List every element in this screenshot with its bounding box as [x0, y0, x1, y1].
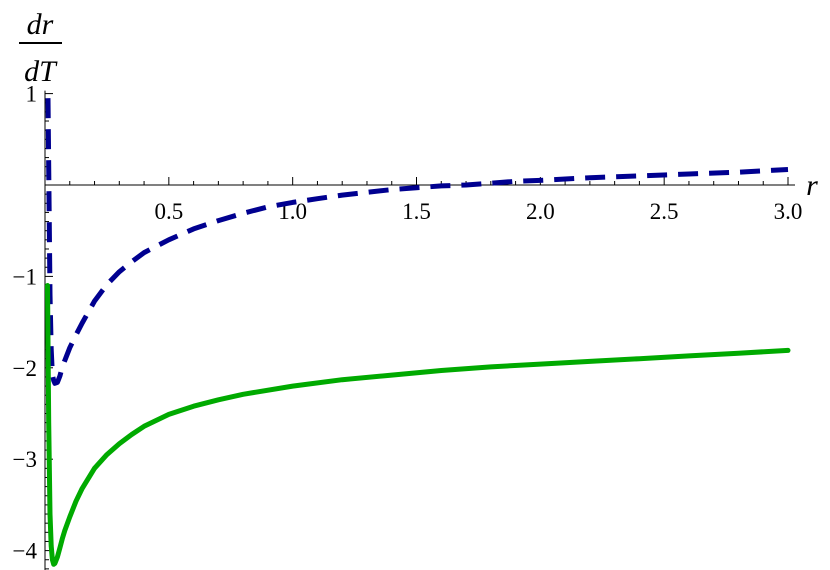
y-tick-label: −1	[13, 264, 37, 289]
series-layer	[45, 98, 791, 567]
y-tick-label: 1	[26, 82, 38, 107]
x-tick-label: 0.5	[154, 199, 183, 224]
y-tick-label: −2	[13, 356, 37, 381]
x-tick-label: 2.5	[650, 199, 679, 224]
axes: 0.5 1.0 1.5 2.0 2.5 3.01−1−2−3−4	[13, 82, 803, 570]
y-axis-title-numerator: dr	[27, 8, 54, 41]
y-tick-label: −3	[13, 447, 37, 472]
x-tick-label: 3.0	[774, 199, 803, 224]
series-line-dashed	[45, 98, 789, 386]
x-tick-label: 1.5	[402, 199, 431, 224]
y-axis-title-denominator: dT	[24, 55, 58, 88]
series-line-solid	[45, 283, 791, 567]
x-tick-label: 2.0	[526, 199, 555, 224]
y-tick-label: −4	[13, 539, 38, 564]
y-axis-title: dr dT	[19, 8, 62, 88]
x-axis-title: r	[806, 169, 818, 202]
